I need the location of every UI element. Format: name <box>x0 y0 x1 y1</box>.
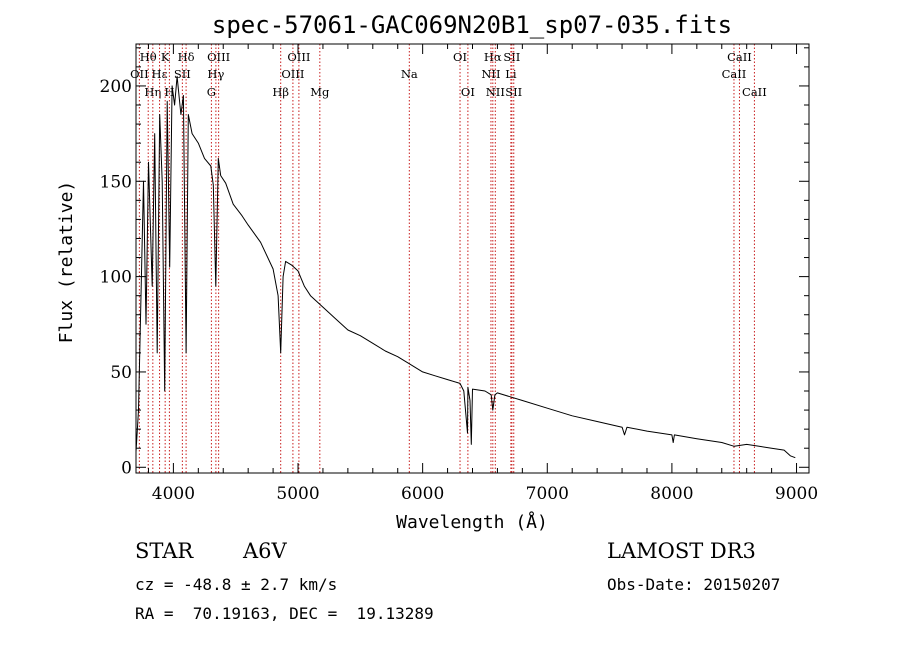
chart-title: spec-57061-GAC069N20B1_sp07-035.fits <box>212 11 732 39</box>
obs-date-text: Obs-Date: 20150207 <box>607 575 781 594</box>
spectral-line-label: Hη <box>144 85 161 99</box>
y-tick-label: 0 <box>121 458 132 478</box>
x-tick-label: 5000 <box>276 484 319 504</box>
spectral-line-label: CaII <box>727 50 752 64</box>
spectral-line-label: Hε <box>152 67 168 81</box>
spectral-line-label: OIII <box>287 50 310 64</box>
spectral-line-label: OIII <box>207 50 230 64</box>
y-axis-label: Flux (relative) <box>56 181 77 344</box>
spectral-line-label: G <box>207 85 216 99</box>
y-tick-label: 150 <box>100 172 132 192</box>
y-tick-label: 200 <box>100 77 132 97</box>
x-tick-label: 4000 <box>152 484 195 504</box>
spectral-line-label: K <box>161 50 170 64</box>
spectral-line-label: OI <box>461 85 475 99</box>
y-tick-label: 100 <box>100 268 132 288</box>
redshift-text: cz = -48.8 ± 2.7 km/s <box>135 575 338 594</box>
x-tick-label: 9000 <box>775 484 818 504</box>
spectral-line-label: SII <box>503 50 520 64</box>
spectral-line-label: Hβ <box>272 85 289 99</box>
object-class: STAR <box>135 539 194 563</box>
spectral-subclass: A6V <box>243 539 287 563</box>
spectral-line-label: OI <box>453 50 467 64</box>
spectrum-line <box>135 75 796 459</box>
spectral-line-label: Hα <box>484 50 502 64</box>
spectral-line-label: SII <box>174 67 191 81</box>
spectral-line-label: Na <box>401 67 418 81</box>
spectral-line-label: H <box>164 85 174 99</box>
y-tick-label: 50 <box>110 363 132 383</box>
spectral-line-label: NII <box>486 85 505 99</box>
spectrum-series <box>135 75 796 459</box>
survey-name: LAMOST DR3 <box>607 539 756 563</box>
spectral-line-label: Hγ <box>207 67 224 81</box>
coordinates-text: RA = 70.19163, DEC = 19.13289 <box>135 604 434 623</box>
spectral-line-label: Li <box>505 67 517 81</box>
spectral-line-label: Hδ <box>178 50 195 64</box>
spectral-line-label: SII <box>505 85 522 99</box>
spectral-line-label: NII <box>481 67 500 81</box>
spectral-line-label: CaII <box>742 85 767 99</box>
spectral-line-label: OIII <box>281 67 304 81</box>
x-tick-label: 6000 <box>401 484 444 504</box>
spectral-line-markers: Hθ OII Hη Hε K H Hδ SII OIII Hγ G Hβ OIII OIII Mg Na OI O… <box>130 44 767 473</box>
x-axis-label: Wavelength (Å) <box>396 511 548 533</box>
axis-ticks: 4000 5000 6000 7000 8000 9000 0 50 100 150 200 <box>100 44 818 504</box>
x-tick-label: 7000 <box>526 484 569 504</box>
spectral-line-label: Hθ <box>140 50 157 64</box>
spectral-line-label: CaII <box>722 67 747 81</box>
spectral-line-label: OII <box>130 67 149 81</box>
x-tick-label: 8000 <box>650 484 693 504</box>
spectral-line-label: Mg <box>310 85 330 99</box>
